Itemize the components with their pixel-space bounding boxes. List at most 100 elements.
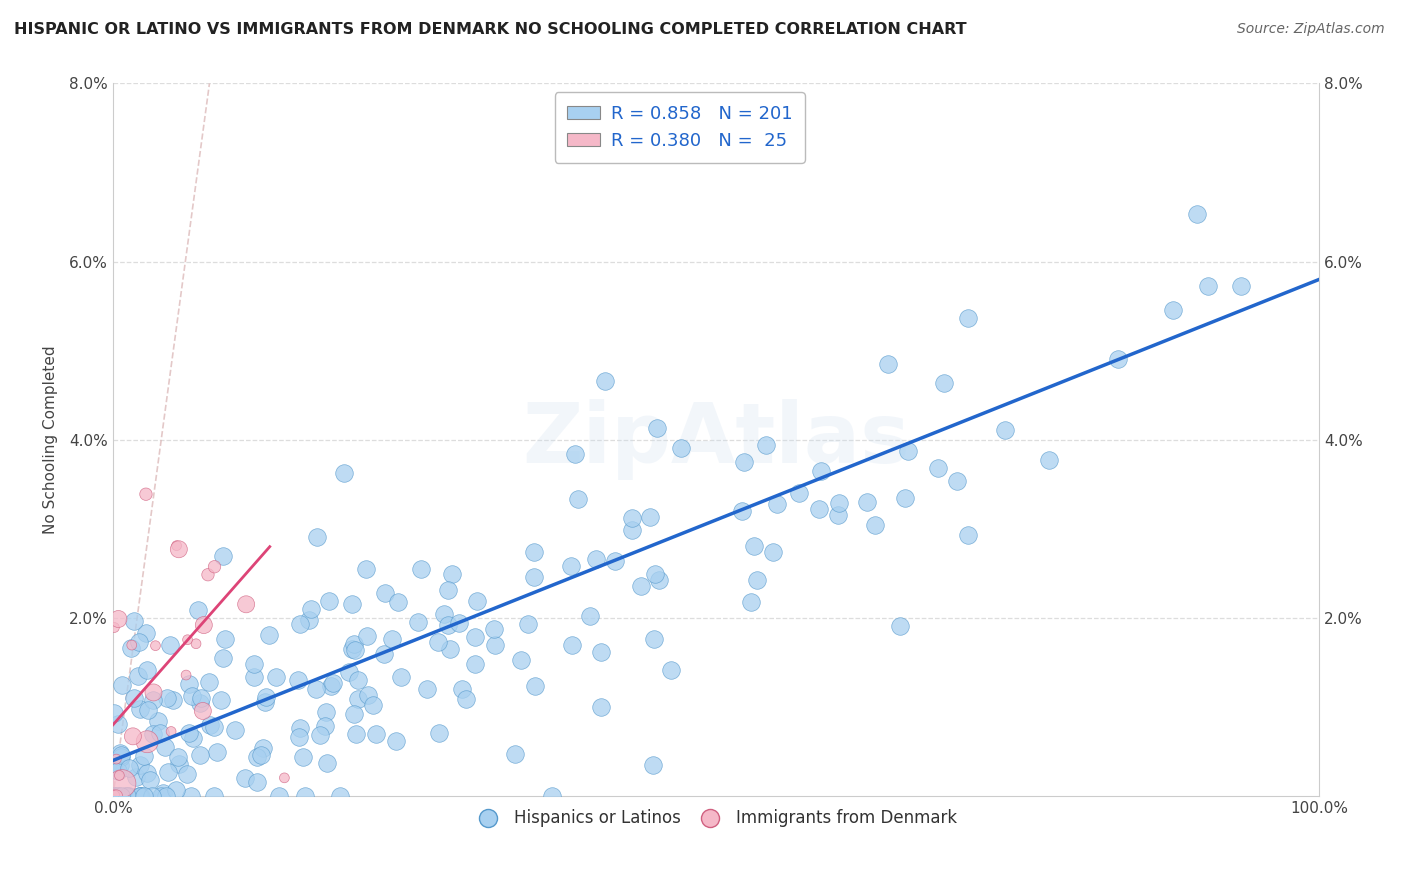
Point (638, 510, 661, 524)
Point (740, 595, 762, 609)
Point (136, 703, 159, 717)
Point (765, 497, 787, 511)
Point (181, 731, 204, 746)
Point (439, 642, 461, 657)
Point (128, 789, 150, 803)
Point (120, 641, 142, 656)
Point (603, 554, 626, 568)
Point (333, 466, 356, 480)
Point (305, 682, 328, 697)
Point (180, 789, 202, 803)
Point (315, 705, 337, 719)
Point (246, 775, 269, 789)
Point (129, 789, 152, 803)
Point (517, 616, 540, 631)
Point (671, 441, 693, 455)
Point (342, 641, 364, 656)
Point (956, 528, 979, 542)
Point (441, 567, 464, 582)
Point (524, 680, 547, 694)
Point (162, 693, 184, 707)
Point (103, 620, 125, 634)
Point (142, 693, 165, 707)
Point (810, 465, 832, 479)
Point (340, 597, 363, 611)
Point (409, 561, 432, 575)
Point (451, 681, 474, 696)
Point (136, 735, 159, 749)
Point (416, 682, 439, 697)
Point (111, 776, 134, 790)
Point (1163, 302, 1185, 317)
Point (733, 455, 755, 469)
Point (155, 789, 177, 803)
Point (136, 766, 159, 780)
Legend: Hispanics or Latinos, Immigrants from Denmark: Hispanics or Latinos, Immigrants from De… (468, 803, 963, 834)
Point (730, 504, 752, 518)
Point (152, 786, 174, 800)
Point (889, 618, 911, 632)
Point (322, 676, 344, 690)
Point (364, 727, 387, 741)
Point (103, 706, 125, 720)
Point (118, 789, 141, 803)
Point (994, 423, 1017, 437)
Point (134, 789, 156, 803)
Point (464, 657, 486, 671)
Point (117, 789, 139, 803)
Point (127, 669, 149, 683)
Point (129, 789, 152, 803)
Point (202, 789, 225, 803)
Point (124, 614, 146, 628)
Point (294, 789, 316, 803)
Point (357, 688, 380, 702)
Point (894, 491, 917, 506)
Point (541, 789, 564, 803)
Point (287, 673, 309, 687)
Point (179, 677, 201, 691)
Point (591, 700, 613, 714)
Text: Source: ZipAtlas.com: Source: ZipAtlas.com (1237, 22, 1385, 37)
Point (1197, 279, 1219, 293)
Point (298, 613, 321, 627)
Point (267, 789, 290, 803)
Point (346, 673, 368, 687)
Point (204, 559, 226, 574)
Point (273, 771, 295, 785)
Point (107, 612, 129, 626)
Text: ZipAtlas: ZipAtlas (522, 400, 910, 480)
Point (254, 690, 277, 704)
Point (876, 357, 898, 371)
Point (110, 748, 132, 763)
Point (224, 723, 246, 738)
Point (589, 645, 612, 659)
Point (389, 669, 412, 683)
Point (307, 530, 329, 544)
Point (503, 747, 526, 761)
Point (344, 726, 367, 740)
Point (135, 625, 157, 640)
Point (129, 789, 152, 803)
Point (105, 789, 128, 803)
Point (620, 510, 643, 524)
Point (246, 750, 269, 764)
Point (308, 728, 330, 742)
Point (337, 665, 360, 679)
Point (433, 607, 456, 622)
Point (621, 523, 644, 537)
Point (125, 770, 148, 784)
Point (356, 562, 378, 576)
Point (927, 461, 949, 475)
Point (356, 629, 378, 643)
Point (509, 653, 531, 667)
Point (865, 517, 887, 532)
Point (361, 698, 384, 713)
Point (188, 747, 211, 762)
Point (288, 721, 311, 735)
Point (233, 771, 256, 785)
Point (205, 745, 228, 759)
Point (291, 750, 314, 764)
Point (945, 474, 967, 488)
Y-axis label: No Schooling Completed: No Schooling Completed (44, 345, 58, 534)
Point (176, 767, 198, 781)
